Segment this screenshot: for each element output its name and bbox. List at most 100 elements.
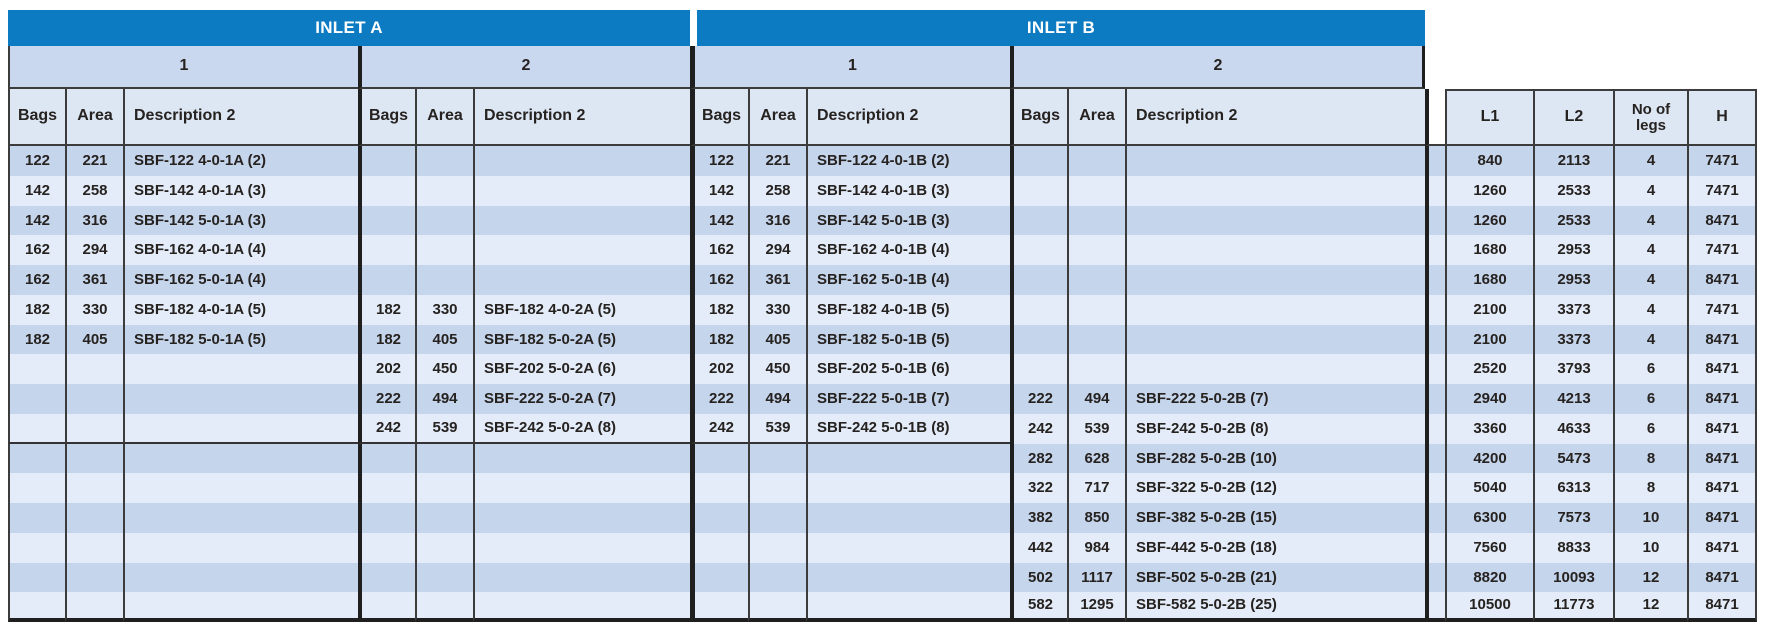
cell-b1-desc: SBF-122 4-0-1B (2) <box>806 146 1010 176</box>
cell-b2-area <box>1067 205 1125 236</box>
cell-b1-bags <box>690 473 748 503</box>
cell-b1-bags <box>690 443 748 474</box>
cell-a2-desc <box>473 562 690 593</box>
cell-spacer <box>1425 503 1445 533</box>
cell-b1-desc: SBF-182 4-0-1B (5) <box>806 294 1010 325</box>
cell-a1-desc <box>123 532 358 563</box>
cell-h: 8471 <box>1687 443 1757 474</box>
cell-spacer <box>1425 473 1445 503</box>
header-top-void <box>1425 10 1757 46</box>
cell-spacer <box>1425 562 1445 593</box>
cell-a1-desc <box>123 473 358 503</box>
cell-a1-bags <box>8 413 65 444</box>
cell-a2-area: 450 <box>415 354 473 384</box>
cell-h: 8471 <box>1687 265 1757 295</box>
cell-a2-desc <box>473 503 690 533</box>
cell-h: 8471 <box>1687 532 1757 563</box>
cell-b2-desc <box>1125 354 1425 384</box>
cell-l2: 11773 <box>1533 592 1613 622</box>
cell-a1-bags <box>8 562 65 593</box>
cell-b1-bags: 222 <box>690 384 748 414</box>
cell-b1-bags: 182 <box>690 324 748 355</box>
cell-a2-bags <box>358 532 415 563</box>
cell-b2-desc <box>1125 175 1425 206</box>
cell-b1-bags <box>690 503 748 533</box>
cell-spacer <box>1425 205 1445 236</box>
cell-a2-bags <box>358 265 415 295</box>
cell-b1-bags: 142 <box>690 205 748 236</box>
cell-a2-desc <box>473 235 690 265</box>
cell-a1-bags: 162 <box>8 235 65 265</box>
cell-a2-bags: 182 <box>358 324 415 355</box>
cell-b2-desc: SBF-382 5-0-2B (15) <box>1125 503 1425 533</box>
cell-b2-area <box>1067 235 1125 265</box>
cell-b2-area: 539 <box>1067 413 1125 444</box>
cell-b2-bags <box>1010 324 1067 355</box>
cell-b2-bags: 502 <box>1010 562 1067 593</box>
cell-a1-area <box>65 532 123 563</box>
cell-l2: 5473 <box>1533 443 1613 474</box>
cell-a2-bags: 222 <box>358 384 415 414</box>
cell-a1-desc <box>123 413 358 444</box>
cell-a1-area <box>65 503 123 533</box>
cell-a1-bags: 142 <box>8 175 65 206</box>
cell-a1-bags: 122 <box>8 146 65 176</box>
cell-b2-bags <box>1010 146 1067 176</box>
cell-b2-desc <box>1125 205 1425 236</box>
cell-b1-area: 294 <box>748 235 806 265</box>
header-inlet-b: INLET B <box>690 10 1425 46</box>
cell-l2: 7573 <box>1533 503 1613 533</box>
cell-l2: 6313 <box>1533 473 1613 503</box>
cell-a1-area <box>65 384 123 414</box>
cell-a1-bags <box>8 443 65 474</box>
cell-spacer <box>1425 235 1445 265</box>
cell-no-of-legs: 4 <box>1613 205 1687 236</box>
cell-a1-area: 294 <box>65 235 123 265</box>
cell-b2-desc: SBF-222 5-0-2B (7) <box>1125 384 1425 414</box>
cell-b1-area: 330 <box>748 294 806 325</box>
cell-h: 8471 <box>1687 592 1757 622</box>
header-inlet-b-group-2: 2 <box>1010 46 1425 89</box>
cell-b2-bags <box>1010 205 1067 236</box>
cell-b1-area: 258 <box>748 175 806 206</box>
cell-b1-desc: SBF-222 5-0-1B (7) <box>806 384 1010 414</box>
header-mid-void <box>1425 46 1757 89</box>
cell-b2-bags <box>1010 175 1067 206</box>
cell-a2-area <box>415 473 473 503</box>
cell-a2-area: 405 <box>415 324 473 355</box>
col-header-bags-b2: Bags <box>1010 89 1067 146</box>
cell-a1-area <box>65 473 123 503</box>
cell-h: 7471 <box>1687 235 1757 265</box>
cell-a2-bags <box>358 146 415 176</box>
cell-b2-desc <box>1125 235 1425 265</box>
cell-spacer <box>1425 354 1445 384</box>
cell-b1-area <box>748 562 806 593</box>
cell-l1: 4200 <box>1445 443 1533 474</box>
cell-l2: 4633 <box>1533 413 1613 444</box>
cell-a2-desc <box>473 443 690 474</box>
cell-a2-desc: SBF-182 4-0-2A (5) <box>473 294 690 325</box>
cell-l2: 8833 <box>1533 532 1613 563</box>
col-header-bags-a1: Bags <box>8 89 65 146</box>
cell-spacer <box>1425 443 1445 474</box>
cell-a1-desc <box>123 384 358 414</box>
cell-a2-desc <box>473 146 690 176</box>
cell-b1-desc: SBF-182 5-0-1B (5) <box>806 324 1010 355</box>
cell-b1-area <box>748 503 806 533</box>
cell-a2-area <box>415 562 473 593</box>
cell-l1: 2520 <box>1445 354 1533 384</box>
cell-b2-bags: 382 <box>1010 503 1067 533</box>
cell-spacer <box>1425 265 1445 295</box>
col-header-no-of-legs: No of legs <box>1613 89 1687 146</box>
cell-b1-desc <box>806 503 1010 533</box>
header-inlet-a: INLET A <box>8 10 690 46</box>
cell-a1-desc <box>123 592 358 622</box>
cell-a2-bags <box>358 562 415 593</box>
cell-a1-area <box>65 354 123 384</box>
cell-b2-bags: 322 <box>1010 473 1067 503</box>
cell-h: 8471 <box>1687 413 1757 444</box>
cell-no-of-legs: 4 <box>1613 324 1687 355</box>
cell-a1-desc <box>123 503 358 533</box>
cell-l1: 5040 <box>1445 473 1533 503</box>
cell-b1-bags: 162 <box>690 235 748 265</box>
